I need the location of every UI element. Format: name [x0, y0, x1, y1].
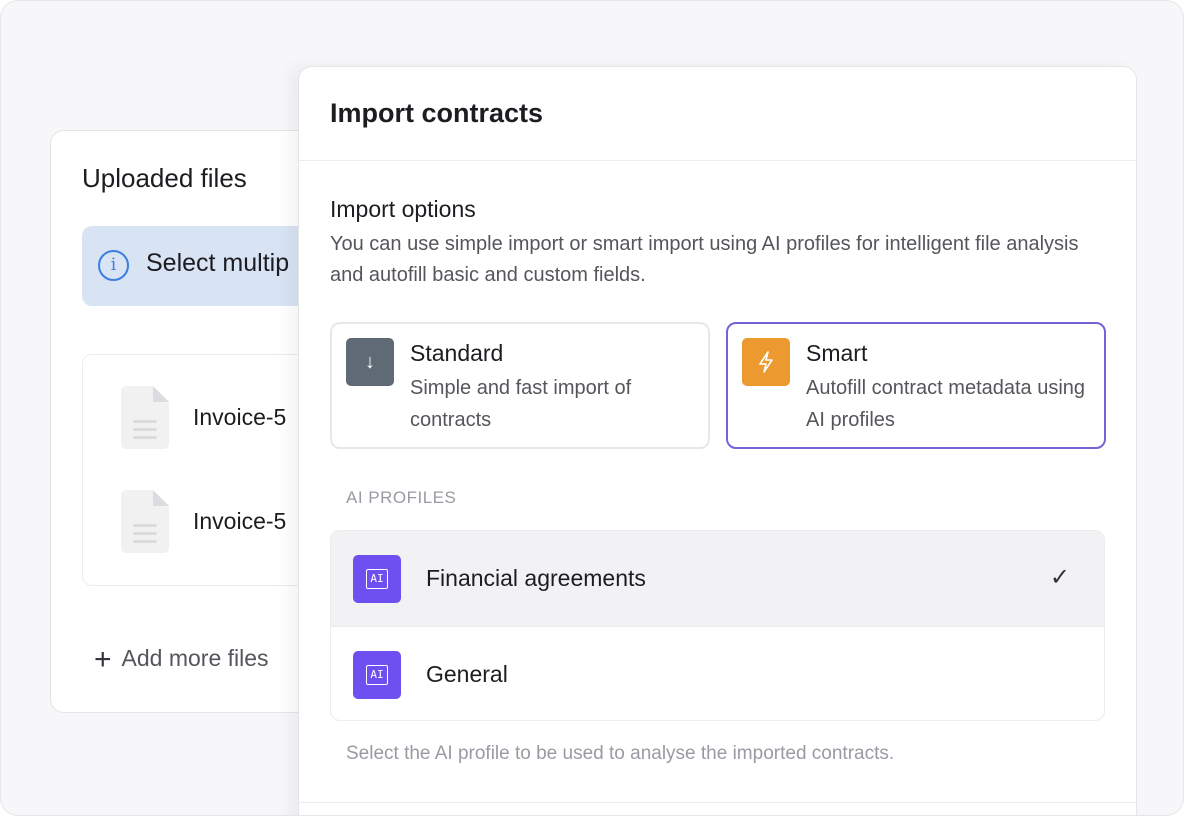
option-title: Smart — [806, 340, 868, 366]
document-icon — [121, 490, 169, 553]
ai-profiles-label: AI PROFILES — [346, 488, 457, 507]
divider — [299, 160, 1136, 161]
add-label: Add more files — [121, 645, 269, 671]
import-contracts-dialog: Import contracts Import options You can … — [298, 66, 1137, 815]
option-smart[interactable]: Smart Autofill contract metadata using A… — [726, 322, 1106, 449]
info-icon: i — [98, 250, 129, 281]
lightning-icon — [742, 338, 790, 386]
file-list: Invoice-5 Invoice-5 — [82, 354, 349, 586]
plus-icon: + — [94, 643, 112, 676]
add-more-files-button[interactable]: + Add more files — [94, 643, 269, 677]
file-name: Invoice-5 — [193, 404, 287, 430]
document-icon — [121, 386, 169, 449]
file-name: Invoice-5 — [193, 508, 287, 534]
option-description: Simple and fast import of contracts — [410, 377, 632, 431]
file-item[interactable]: Invoice-5 — [121, 490, 349, 556]
ai-icon: AI — [353, 555, 401, 603]
profile-label: Financial agreements — [426, 565, 646, 591]
panel-title: Uploaded files — [82, 163, 247, 193]
profile-hint: Select the AI profile to be used to anal… — [346, 743, 895, 764]
check-icon: ✓ — [1049, 564, 1070, 591]
file-item[interactable]: Invoice-5 — [121, 386, 349, 452]
divider — [299, 802, 1136, 803]
profile-label: General — [426, 661, 508, 687]
profile-financial-agreements[interactable]: AI Financial agreements ✓ — [331, 531, 1104, 626]
option-standard[interactable]: ↓ Standard Simple and fast import of con… — [330, 322, 710, 449]
ai-icon: AI — [353, 651, 401, 699]
import-options-description: You can use simple import or smart impor… — [330, 233, 1079, 286]
dialog-title: Import contracts — [330, 98, 544, 128]
profile-general[interactable]: AI General — [331, 626, 1104, 720]
option-description: Autofill contract metadata using AI prof… — [806, 377, 1086, 431]
info-text: Select multip — [146, 249, 290, 277]
import-options-title: Import options — [330, 196, 476, 222]
option-title: Standard — [410, 340, 504, 366]
arrow-down-icon: ↓ — [346, 338, 394, 386]
ai-profile-list: AI Financial agreements ✓ AI General — [330, 530, 1105, 721]
